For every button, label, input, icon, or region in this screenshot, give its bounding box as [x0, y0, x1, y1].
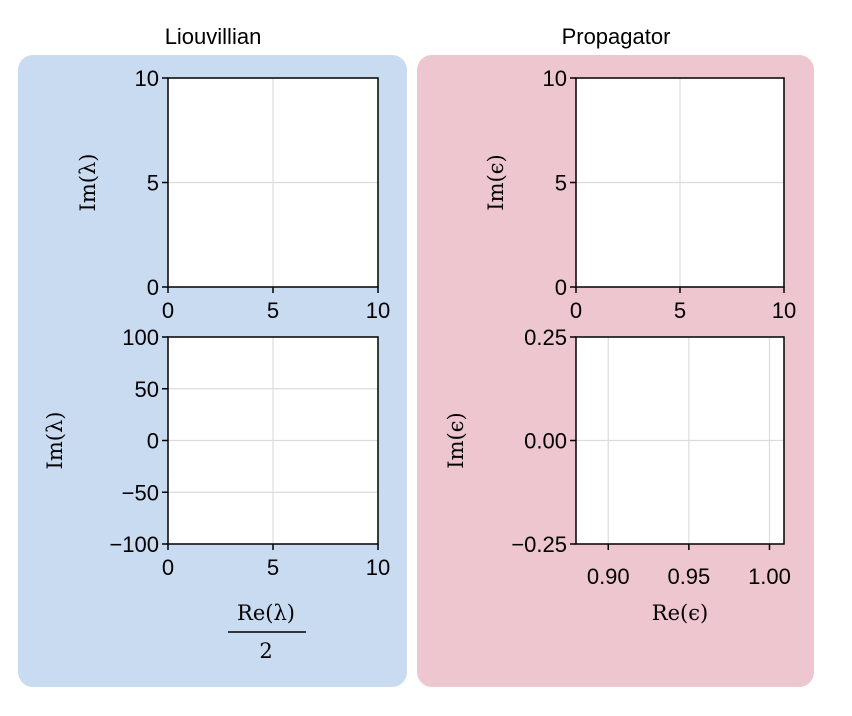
y-axis-label: Im(λ) — [43, 412, 67, 470]
x-tick-label: 5 — [267, 555, 279, 580]
y-tick-label: 10 — [543, 66, 567, 91]
axes-2: 0 5 10 0 5 10 Im(ϵ) — [484, 66, 796, 323]
axes-1: 0 5 10 −100 −50 0 50 100 Im(λ) — [43, 325, 390, 580]
y-tick-label: −50 — [122, 480, 159, 505]
y-tick-label: 100 — [122, 325, 159, 350]
y-axis-label: Im(ϵ) — [484, 154, 508, 210]
x-label-numerator: Re(λ) — [237, 601, 295, 625]
axes-frame — [575, 77, 785, 288]
y-tick-label: −0.25 — [511, 532, 567, 557]
x-tick-label: 0.90 — [587, 564, 630, 589]
y-tick-label: −100 — [109, 532, 159, 557]
y-tick-label: 0 — [555, 275, 567, 300]
x-tick-label: 10 — [772, 298, 796, 323]
axes-frame — [167, 77, 379, 288]
y-axis-label: Im(λ) — [76, 154, 100, 212]
axes-3: 0.90 0.95 1.00 −0.25 0.00 0.25 Im(ϵ) — [444, 325, 791, 589]
x-tick-label: 5 — [674, 298, 686, 323]
y-tick-label: 0 — [147, 275, 159, 300]
axes-frame — [575, 336, 785, 545]
propagator-title: Propagator — [562, 24, 671, 49]
x-tick-label: 1.00 — [748, 564, 791, 589]
x-tick-label: 0 — [162, 555, 174, 580]
y-axis-label: Im(ϵ) — [444, 412, 468, 468]
y-tick-label: 10 — [135, 66, 159, 91]
x-tick-label: 10 — [366, 555, 390, 580]
x-tick-label: 5 — [267, 298, 279, 323]
y-tick-label: 0.00 — [524, 429, 567, 454]
y-tick-label: 50 — [135, 377, 159, 402]
x-label-propagator: Re(ϵ) — [652, 601, 708, 625]
liouvillian-title: Liouvillian — [165, 24, 262, 49]
axes-frame — [167, 336, 379, 545]
x-tick-label: 0 — [570, 298, 582, 323]
x-label-denominator: 2 — [259, 639, 272, 663]
axes-0: 0 5 10 0 5 10 Im(λ) — [76, 66, 390, 323]
y-tick-label: 5 — [147, 171, 159, 196]
y-tick-label: 0 — [147, 429, 159, 454]
x-tick-label: 0.95 — [667, 564, 710, 589]
x-tick-label: 10 — [366, 298, 390, 323]
x-tick-label: 0 — [162, 298, 174, 323]
y-tick-label: 0.25 — [524, 325, 567, 350]
y-tick-label: 5 — [555, 171, 567, 196]
